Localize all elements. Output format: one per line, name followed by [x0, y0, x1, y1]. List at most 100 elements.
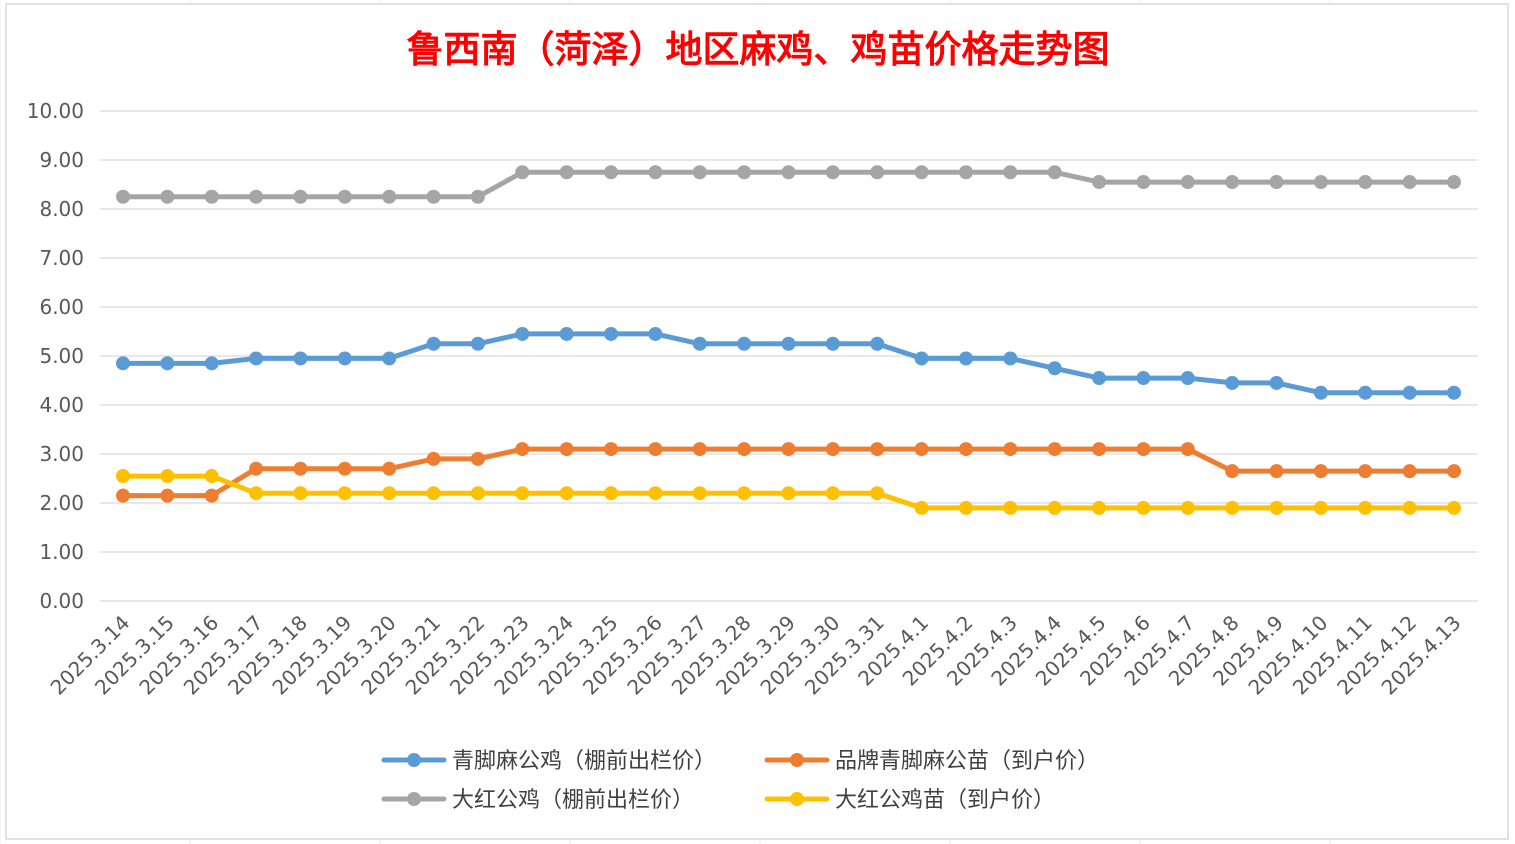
- data-point: [692, 486, 707, 501]
- data-point: [870, 336, 885, 351]
- series-1: [116, 326, 1461, 400]
- data-point: [1269, 464, 1284, 479]
- data-point: [648, 486, 663, 501]
- y-tick-label: 2.00: [39, 491, 84, 515]
- y-tick-label: 3.00: [39, 442, 84, 466]
- legend-item: 大红公鸡（棚前出栏价）: [381, 788, 694, 813]
- data-point: [1092, 175, 1107, 190]
- data-point: [604, 326, 619, 341]
- data-point: [515, 326, 530, 341]
- data-point: [914, 351, 929, 366]
- data-point: [293, 461, 308, 476]
- data-point: [1047, 361, 1062, 376]
- series-4: [116, 469, 1461, 515]
- data-point: [648, 442, 663, 457]
- data-point: [1136, 442, 1151, 457]
- data-point: [604, 165, 619, 180]
- data-point: [1358, 175, 1373, 190]
- legend-label: 品牌青脚麻公苗（到户价）: [835, 749, 1099, 774]
- data-point: [426, 189, 441, 204]
- data-point: [1402, 175, 1417, 190]
- data-point: [249, 461, 264, 476]
- data-point: [382, 351, 397, 366]
- data-point: [1358, 500, 1373, 515]
- data-point: [1180, 442, 1195, 457]
- data-point: [337, 486, 352, 501]
- data-point: [426, 451, 441, 466]
- series-3: [116, 165, 1461, 204]
- data-point: [1136, 500, 1151, 515]
- data-point: [958, 442, 973, 457]
- data-point: [1225, 175, 1240, 190]
- data-point: [1180, 371, 1195, 386]
- data-point: [337, 189, 352, 204]
- data-point: [470, 486, 485, 501]
- data-point: [1447, 500, 1461, 515]
- data-point: [1092, 442, 1107, 457]
- data-point: [1003, 351, 1018, 366]
- data-point: [249, 486, 264, 501]
- data-point: [1003, 500, 1018, 515]
- data-point: [1047, 500, 1062, 515]
- legend-item: 品牌青脚麻公苗（到户价）: [764, 749, 1099, 774]
- data-point: [825, 442, 840, 457]
- y-tick-label: 5.00: [39, 344, 84, 368]
- data-point: [382, 189, 397, 204]
- legend-swatch-marker: [407, 792, 421, 806]
- data-point: [1136, 175, 1151, 190]
- series-2: [116, 442, 1461, 503]
- data-point: [737, 165, 752, 180]
- y-tick-label: 1.00: [39, 540, 84, 564]
- data-point: [648, 165, 663, 180]
- data-point: [249, 351, 264, 366]
- data-point: [1402, 500, 1417, 515]
- series-lines: [116, 165, 1461, 515]
- data-point: [825, 336, 840, 351]
- data-point: [1447, 385, 1461, 400]
- data-point: [914, 500, 929, 515]
- data-point: [515, 165, 530, 180]
- data-point: [337, 461, 352, 476]
- data-point: [870, 486, 885, 501]
- data-point: [1447, 464, 1461, 479]
- data-point: [692, 336, 707, 351]
- legend-item: 大红公鸡苗（到户价）: [764, 788, 1055, 813]
- data-point: [249, 189, 264, 204]
- data-point: [781, 165, 796, 180]
- data-point: [1003, 442, 1018, 457]
- data-point: [870, 165, 885, 180]
- data-point: [116, 469, 130, 484]
- data-point: [116, 488, 130, 503]
- legend: 青脚麻公鸡（棚前出栏价） 品牌青脚麻公苗（到户价） 大红公鸡（棚前出栏价） 大红公鸡苗…: [381, 749, 1099, 813]
- data-point: [470, 451, 485, 466]
- data-point: [825, 165, 840, 180]
- y-tick-label: 6.00: [39, 295, 84, 319]
- data-point: [1225, 500, 1240, 515]
- data-point: [1358, 464, 1373, 479]
- data-point: [1402, 385, 1417, 400]
- data-point: [870, 442, 885, 457]
- y-tick-label: 7.00: [39, 246, 84, 270]
- legend-label: 大红公鸡（棚前出栏价）: [452, 788, 694, 813]
- data-point: [160, 488, 175, 503]
- data-point: [116, 189, 130, 204]
- data-point: [515, 486, 530, 501]
- data-point: [382, 486, 397, 501]
- data-point: [648, 326, 663, 341]
- data-point: [1136, 371, 1151, 386]
- data-point: [1092, 371, 1107, 386]
- data-point: [160, 356, 175, 371]
- data-point: [1269, 375, 1284, 390]
- data-point: [160, 189, 175, 204]
- data-point: [559, 165, 574, 180]
- data-point: [1047, 442, 1062, 457]
- data-point: [1358, 385, 1373, 400]
- data-point: [1447, 175, 1461, 190]
- data-point: [1092, 500, 1107, 515]
- y-tick-label: 9.00: [39, 148, 84, 172]
- legend-swatch-marker: [407, 753, 421, 767]
- y-tick-label: 10.00: [27, 99, 84, 123]
- data-point: [559, 326, 574, 341]
- data-point: [958, 500, 973, 515]
